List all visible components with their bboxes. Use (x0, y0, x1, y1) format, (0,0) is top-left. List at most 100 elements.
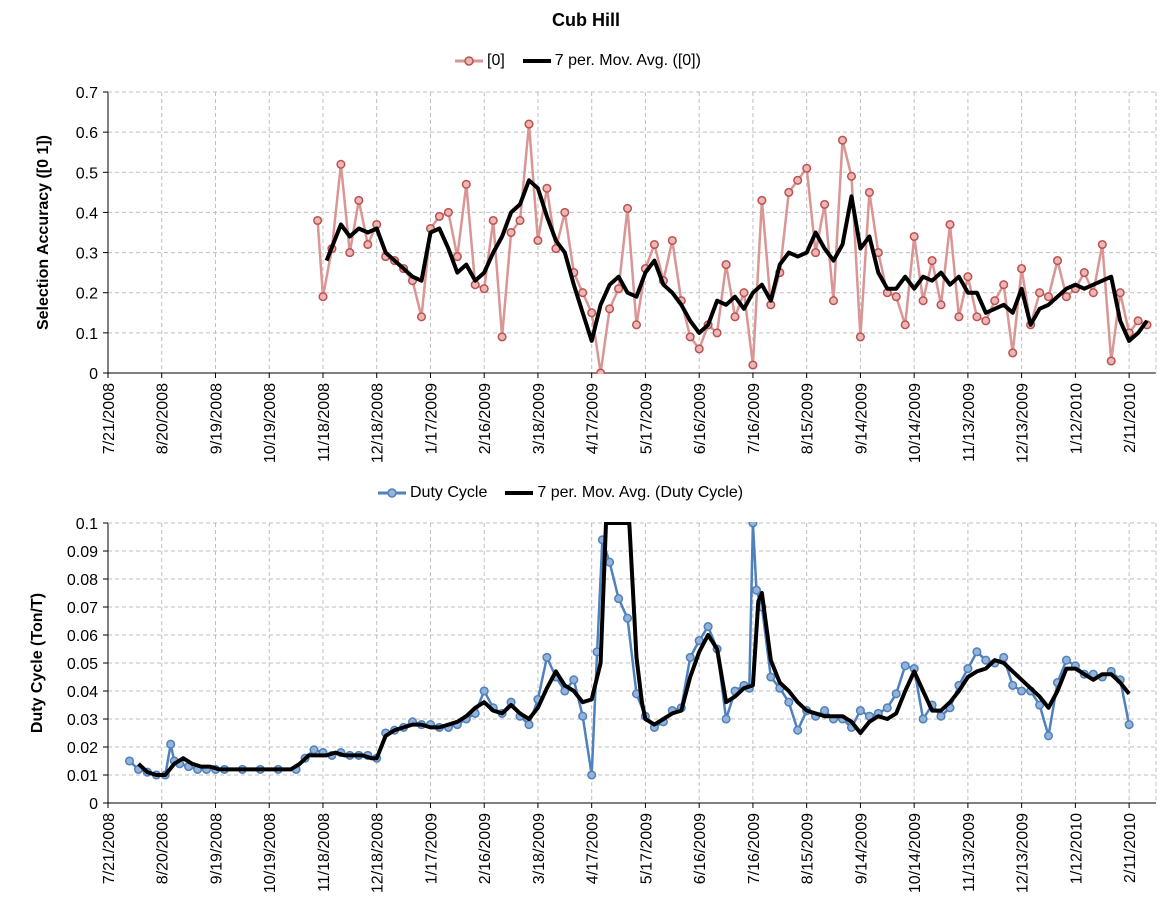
data-point (524, 720, 534, 730)
data-point (345, 248, 355, 258)
data-point (820, 706, 830, 716)
series-line-1 (324, 178, 1149, 343)
x-tick-label: 11/18/2008 (316, 813, 333, 892)
data-point (363, 239, 373, 250)
x-tick-label: 10/14/2009 (907, 813, 924, 893)
x-tick-label: 3/18/2009 (531, 813, 548, 884)
data-point (963, 272, 973, 282)
data-point (569, 675, 579, 685)
data-point (784, 697, 794, 707)
data-point (748, 360, 758, 370)
data-point (685, 332, 695, 342)
x-tick-label: 1/17/2009 (423, 813, 440, 884)
legend-item-accuracy-avg: 7 per. Mov. Avg. ([0]) (522, 52, 701, 70)
data-point (497, 332, 507, 342)
legend-marker-accuracy-avg (522, 59, 551, 63)
x-tick-label: 2/16/2009 (477, 383, 494, 454)
y-tick-label: 0.09 (67, 544, 98, 561)
x-tick-label: 4/17/2009 (585, 813, 602, 884)
data-point (936, 711, 946, 721)
data-point (506, 227, 516, 238)
data-point (1079, 268, 1089, 278)
x-tick-label: 10/14/2009 (907, 383, 924, 463)
x-tick-label: 4/17/2009 (585, 383, 602, 454)
x-tick-label: 5/17/2009 (638, 383, 655, 454)
x-tick-label: 1/12/2010 (1068, 813, 1085, 884)
data-point (1043, 292, 1054, 302)
data-point (811, 248, 821, 258)
data-point (533, 235, 543, 246)
data-point (945, 219, 955, 230)
x-tick-label: 9/19/2008 (208, 813, 225, 884)
data-point (846, 171, 857, 181)
data-point (828, 296, 839, 306)
data-point (757, 195, 767, 205)
x-tick-label: 6/16/2009 (692, 383, 709, 454)
y-axis-title: Selection Accuracy ([0 1]) (35, 135, 52, 330)
data-point (452, 252, 462, 262)
data-point (712, 328, 722, 338)
data-point (927, 256, 937, 266)
data-point (972, 312, 982, 322)
data-point (918, 714, 928, 724)
y-tick-label: 0.4 (76, 205, 98, 222)
y-tick-label: 0.01 (67, 768, 98, 785)
series-line-1 (137, 522, 1131, 777)
data-point (309, 745, 319, 755)
data-point (479, 686, 489, 696)
y-tick-label: 0.04 (67, 684, 98, 701)
data-point (751, 585, 762, 595)
x-tick-label: 8/15/2009 (800, 813, 817, 884)
data-point (1097, 239, 1107, 250)
data-point (882, 703, 892, 713)
data-point (703, 622, 713, 632)
x-tick-label: 12/13/2009 (1015, 383, 1032, 463)
y-tick-label: 0.6 (76, 125, 98, 142)
data-point (1035, 700, 1045, 710)
data-point (918, 296, 928, 306)
legend-item-duty-avg: 7 per. Mov. Avg. (Duty Cycle) (505, 484, 743, 502)
series-line-0 (316, 122, 1148, 374)
data-point (909, 231, 919, 242)
y-tick-label: 0.05 (67, 656, 98, 673)
y-tick-label: 0.08 (67, 572, 98, 589)
data-point (820, 199, 830, 209)
data-point (488, 215, 498, 226)
data-point (1115, 288, 1125, 298)
data-point (416, 312, 427, 322)
x-tick-label: 1/12/2010 (1068, 383, 1085, 454)
data-point (981, 655, 991, 665)
data-point (855, 706, 865, 716)
x-tick-label: 10/19/2008 (262, 383, 279, 463)
legend-bottom: Duty Cycle 7 per. Mov. Avg. (Duty Cycle) (378, 482, 743, 504)
data-point (1017, 686, 1027, 696)
data-point (631, 320, 642, 330)
data-point (1017, 264, 1027, 274)
data-point (596, 368, 606, 374)
legend-label-accuracy-avg: 7 per. Mov. Avg. ([0]) (554, 52, 701, 69)
data-point (793, 725, 803, 735)
x-tick-label: 7/16/2009 (746, 383, 763, 454)
data-point (1133, 316, 1143, 326)
x-tick-label: 6/16/2009 (692, 813, 709, 884)
data-point (354, 195, 364, 205)
x-tick-label: 5/17/2009 (638, 813, 655, 884)
legend-item-duty: Duty Cycle (378, 484, 487, 502)
data-point (802, 163, 812, 173)
data-point (587, 770, 597, 780)
data-point (784, 187, 794, 197)
y-tick-label: 0.03 (67, 712, 98, 729)
data-point (864, 187, 874, 197)
data-point (748, 522, 758, 528)
legend-label-accuracy: [0] (487, 52, 505, 69)
data-point (336, 159, 346, 169)
data-point (855, 332, 865, 342)
data-point (318, 292, 328, 302)
data-point (891, 689, 901, 699)
data-point (999, 652, 1009, 662)
data-point (1008, 348, 1018, 358)
legend-item-accuracy: [0] (455, 52, 505, 70)
data-point (649, 239, 659, 250)
data-point (1088, 288, 1098, 298)
